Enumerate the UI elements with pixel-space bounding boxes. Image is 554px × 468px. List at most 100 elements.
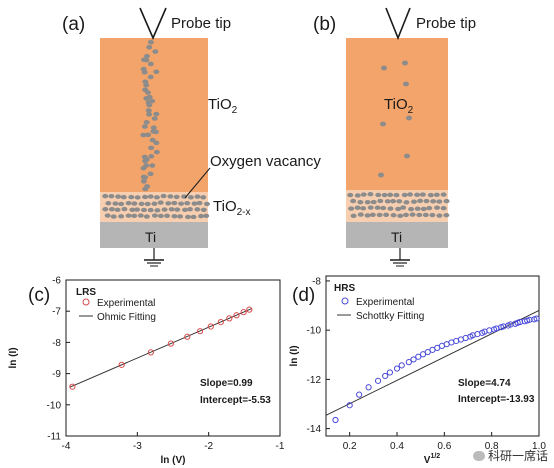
vacancy-dot — [360, 206, 367, 211]
vacancy-dot — [150, 125, 157, 131]
vacancy-dot — [144, 90, 151, 95]
vacancy-dot — [165, 201, 172, 206]
vacancy-dot — [376, 212, 383, 218]
vacancy-dot — [152, 49, 159, 54]
vacancy-dot — [157, 213, 164, 219]
vacancy-dot — [430, 199, 437, 204]
x-tick-label-c: -4 — [62, 441, 71, 452]
vacancy-dot — [129, 207, 136, 212]
vacancy-dot — [403, 200, 410, 205]
x-tick-label-d: 1.0 — [532, 441, 546, 452]
vacancy-dot — [121, 206, 128, 212]
vacancy-dot — [409, 212, 416, 217]
data-point-d — [346, 402, 353, 409]
vacancy-dot — [115, 194, 122, 199]
data-point-d — [393, 365, 401, 372]
vacancy-label: Oxygen vacancy — [210, 153, 321, 170]
vacancy-dot — [153, 111, 160, 117]
vacancy-dot — [390, 212, 397, 218]
vacancy-dot — [416, 212, 423, 218]
data-point-c — [197, 328, 204, 335]
vacancy-dot — [149, 98, 156, 104]
vacancy-dot — [146, 44, 153, 50]
vacancy-dot — [153, 69, 160, 75]
vacancy-dot — [143, 53, 150, 59]
vacancy-dot — [200, 207, 207, 212]
vacancy-dot — [423, 198, 430, 204]
vacancy-dot — [160, 193, 167, 199]
watermark-text: 科研一席话 — [487, 449, 548, 463]
x-tick-label-c: -1 — [276, 441, 285, 452]
data-point-d — [398, 362, 405, 369]
vacancy-dot — [436, 199, 443, 204]
vacancy-dot — [381, 65, 387, 71]
vacancy-dot — [108, 207, 115, 212]
vacancy-dot — [433, 192, 440, 197]
ti-layer-b — [346, 222, 448, 248]
annotation-intercept-d: Intercept=-13.93 — [458, 394, 535, 405]
vacancy-dot — [350, 213, 357, 219]
vacancy-dot — [377, 198, 384, 204]
data-marks-d — [325, 310, 540, 424]
vacancy-dot — [105, 201, 112, 206]
vacancy-dot — [181, 207, 188, 213]
ti-layer-a — [100, 222, 208, 248]
vacancy-dot — [357, 199, 364, 205]
vacancy-dot — [142, 158, 149, 164]
x-tick-label-d: 0.2 — [343, 441, 357, 452]
data-point-c — [184, 333, 191, 340]
vacancy-dot — [173, 194, 180, 200]
vacancy-dot — [147, 207, 154, 213]
y-tick-label-c: -11 — [47, 432, 61, 443]
y-tick-label-c: -9 — [52, 369, 61, 380]
vacancy-dot — [125, 213, 132, 218]
y-tick-label-d: -12 — [307, 375, 322, 386]
schematic-b: (b) Probe tip TiO2 Ti — [313, 7, 476, 267]
vacancy-dot — [194, 207, 201, 212]
vacancy-dot — [194, 194, 201, 199]
vacancy-dot — [429, 212, 436, 218]
vacancy-dot — [408, 206, 415, 212]
vacancy-dot — [200, 195, 207, 200]
vacancy-dot — [364, 199, 371, 205]
legend-label-fit-d: Schottky Fitting — [356, 311, 424, 322]
vacancy-dot — [142, 194, 149, 200]
vacancy-dot — [148, 154, 155, 159]
vacancy-dot — [151, 213, 158, 218]
data-point-c — [118, 361, 125, 368]
vacancy-dot — [157, 200, 164, 205]
vacancy-dot — [153, 195, 160, 200]
vacancy-dot — [178, 201, 185, 206]
annotation-slope-d: Slope=4.74 — [458, 378, 511, 389]
vacancy-dot — [142, 186, 149, 192]
y-tick-label-d: -10 — [307, 326, 322, 337]
vacancy-dot — [360, 192, 367, 197]
vacancy-dot — [120, 194, 127, 200]
vacancy-dot — [440, 205, 447, 211]
vacancy-dot — [357, 212, 364, 217]
x-tick-label-d: 0.6 — [437, 441, 451, 452]
vacancy-dot — [411, 199, 418, 204]
chart-d-hrs: (d) 0.2 0.4 0.6 0.8 1.0 -8 -10 -12 -14 HRS Exper… — [289, 275, 547, 466]
vacancy-dot — [426, 205, 433, 211]
vacancy-dot — [419, 192, 426, 197]
vacancy-dot — [427, 192, 434, 198]
panel-label-b: (b) — [313, 14, 336, 35]
vacancy-dot — [443, 198, 450, 204]
x-tick-label-d: 0.8 — [485, 441, 499, 452]
vacancy-dot — [422, 212, 429, 218]
vacancy-dot — [151, 116, 158, 121]
vacancy-dot — [443, 212, 450, 218]
vacancy-dot — [395, 206, 402, 212]
panel-label-d: (d) — [292, 285, 315, 306]
probe-label-b: Probe tip — [416, 15, 476, 32]
data-point-c — [240, 309, 247, 316]
axis-ticks-d: 0.2 0.4 0.6 0.8 1.0 -8 -10 -12 -14 — [307, 276, 547, 452]
vacancy-dot — [144, 201, 151, 207]
data-point-c — [226, 315, 233, 322]
legend-label-experimental-d: Experimental — [356, 297, 414, 308]
ground-icon-a — [144, 259, 164, 267]
vacancy-dot — [118, 214, 125, 219]
vacancy-dot — [380, 205, 387, 211]
vacancy-dot — [191, 201, 198, 206]
